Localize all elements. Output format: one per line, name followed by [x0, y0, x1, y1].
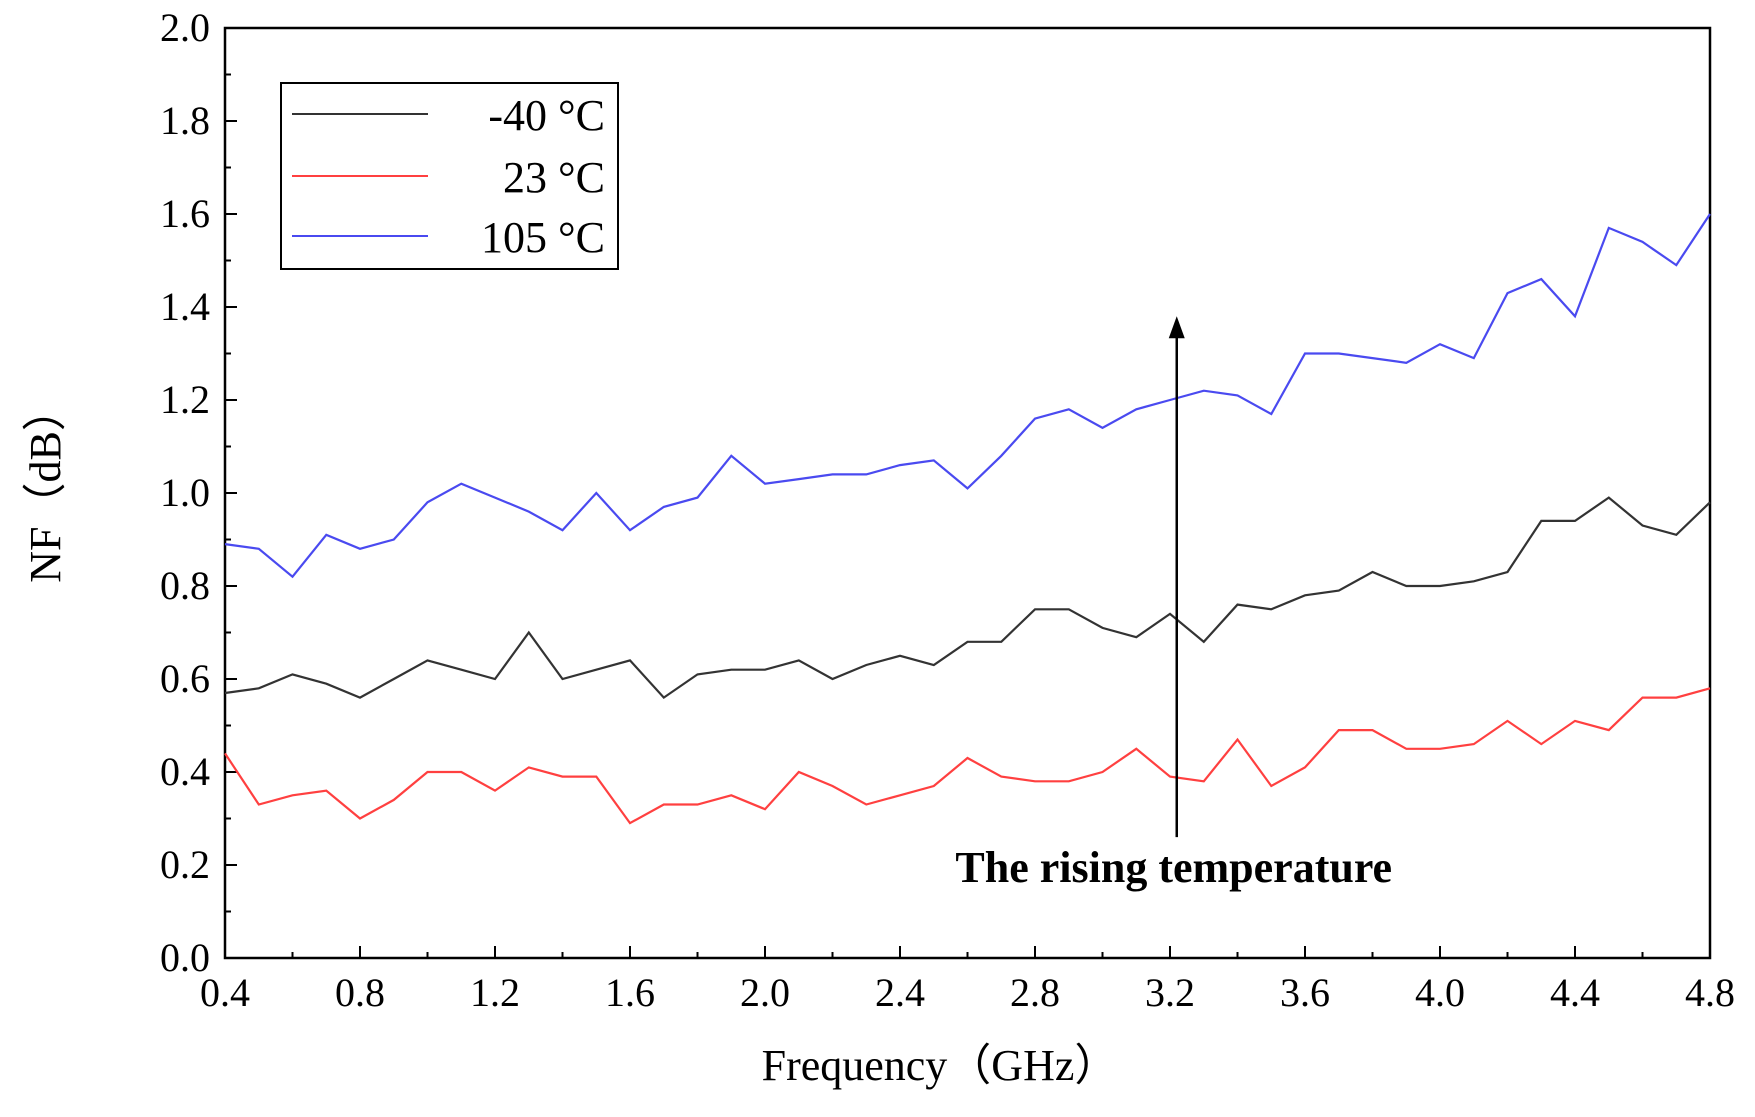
x-tick-label: 2.8 [1010, 970, 1060, 1015]
x-tick-label: 4.4 [1550, 970, 1600, 1015]
x-tick-label: 0.4 [200, 970, 250, 1015]
x-tick-label: 3.6 [1280, 970, 1330, 1015]
y-tick-label: 1.4 [160, 284, 210, 329]
y-axis: 0.0 0.2 0.4 0.6 0.8 1.0 1.2 1.4 1.6 1.8 2.0 [160, 5, 237, 980]
legend-label-105: 105 °C [481, 213, 605, 262]
legend: -40 °C 23 °C 105 °C [280, 82, 619, 270]
x-axis: 0.4 0.8 1.2 1.6 2.0 2.4 2.8 3.2 3.6 4.0 4.4 4.8 [200, 946, 1735, 1015]
annotation-text: The rising temperature [955, 843, 1392, 892]
x-tick-label: 3.2 [1145, 970, 1195, 1015]
y-axis-title: NF（dB） [21, 387, 70, 583]
y-tick-label: 0.8 [160, 563, 210, 608]
x-tick-label: 4.8 [1685, 970, 1735, 1015]
y-tick-label: 1.0 [160, 470, 210, 515]
series-group [224, 213, 1711, 825]
legend-label-minus40: -40 °C [488, 91, 605, 140]
x-axis-title: Frequency（GHz） [762, 1041, 1119, 1090]
legend-label-23: 23 °C [503, 153, 605, 202]
y-tick-label: 1.8 [160, 98, 210, 143]
y-tick-label: 0.6 [160, 656, 210, 701]
y-tick-label: 1.2 [160, 377, 210, 422]
series-line-1 [224, 687, 1711, 825]
rising-temperature-annotation: The rising temperature [955, 316, 1392, 892]
y-tick-label: 1.6 [160, 191, 210, 236]
x-tick-label: 0.8 [335, 970, 385, 1015]
x-tick-label: 4.0 [1415, 970, 1465, 1015]
x-tick-label: 1.2 [470, 970, 520, 1015]
annotation-arrowhead [1168, 316, 1185, 339]
x-tick-label: 2.0 [740, 970, 790, 1015]
series-line-0 [224, 496, 1711, 700]
x-tick-label: 2.4 [875, 970, 925, 1015]
y-tick-label: 2.0 [160, 5, 210, 50]
series-line-2 [224, 213, 1711, 579]
y-tick-label: 0.0 [160, 935, 210, 980]
x-tick-label: 1.6 [605, 970, 655, 1015]
y-tick-label: 0.2 [160, 842, 210, 887]
y-tick-label: 0.4 [160, 749, 210, 794]
